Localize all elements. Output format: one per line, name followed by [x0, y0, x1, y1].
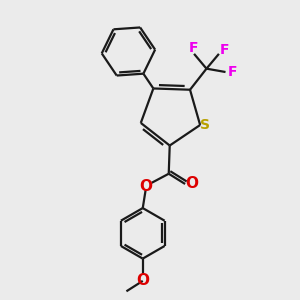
Text: F: F	[189, 41, 198, 55]
Text: O: O	[139, 179, 152, 194]
Text: F: F	[227, 65, 237, 79]
Text: F: F	[220, 43, 229, 57]
Text: S: S	[200, 118, 211, 132]
Text: O: O	[136, 273, 149, 288]
Text: O: O	[185, 176, 198, 191]
